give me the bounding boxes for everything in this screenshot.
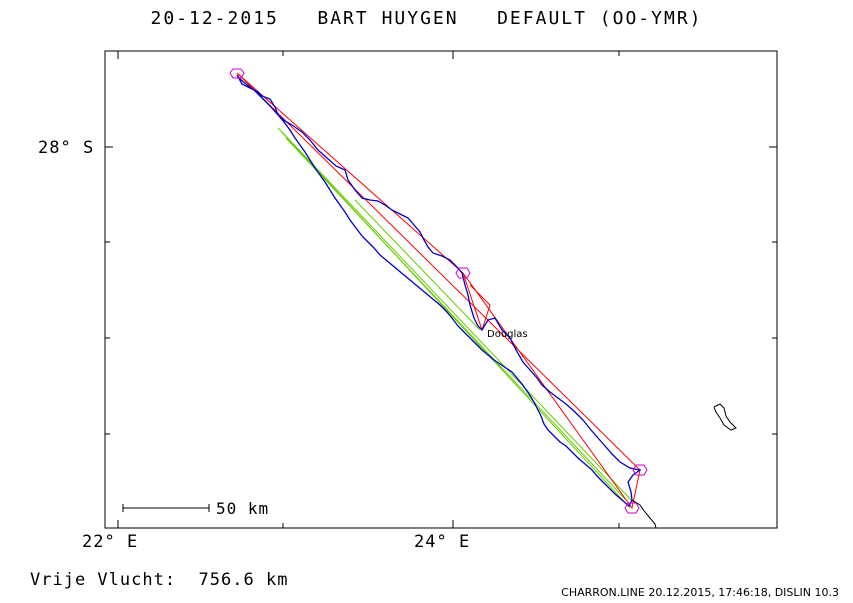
distance-label: Vrije Vlucht: <box>30 570 177 590</box>
map-frame <box>104 50 778 529</box>
coastline <box>631 403 737 529</box>
distance-readout: Vrije Vlucht: 756.6 km <box>30 570 288 590</box>
turnpoint-2 <box>632 464 648 476</box>
scale-bar <box>122 504 210 512</box>
task-legs <box>236 72 641 510</box>
lon-label-22e: 22° E <box>82 532 139 552</box>
lat-label-28s: 28° S <box>38 138 95 158</box>
turnpoints <box>229 68 648 514</box>
distance-value: 756.6 km <box>198 570 289 590</box>
lon-label-24e: 24° E <box>414 532 471 552</box>
axis-ticks <box>105 51 777 528</box>
turnpoint-finish <box>624 502 640 514</box>
gps-track <box>236 74 642 508</box>
turnpoint-start <box>229 68 245 79</box>
projection-lines <box>277 127 635 509</box>
turnpoint-1 <box>455 267 471 279</box>
place-label-douglas: Douglas <box>487 329 528 340</box>
map-title: 20-12-2015 BART HUYGEN DEFAULT (OO-YMR) <box>150 8 703 29</box>
credit-line: CHARRON.LINE 20.12.2015, 17:46:18, DISLI… <box>561 586 839 599</box>
scale-label: 50 km <box>216 499 270 518</box>
